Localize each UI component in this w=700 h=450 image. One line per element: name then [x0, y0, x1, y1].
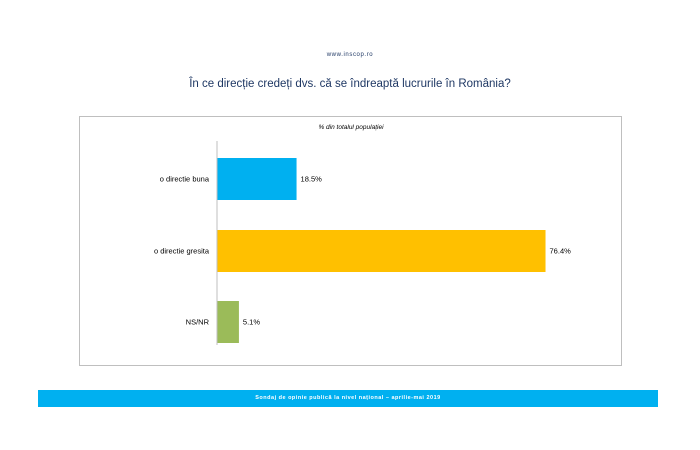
footer-banner: Sondaj de opinie publică la nivel națion…	[38, 390, 658, 407]
chart-frame: % din totalul populației o directie buna 1…	[79, 116, 622, 366]
category-label: o directie gresita	[154, 247, 210, 256]
bar-chart: % din totalul populației o directie buna 1…	[154, 124, 572, 345]
bar	[217, 230, 546, 272]
data-label: 5.1%	[243, 318, 260, 327]
site-url: www.inscop.ro	[326, 52, 374, 58]
category-label: o directie buna	[160, 175, 210, 184]
category-label: NS/NR	[186, 318, 210, 327]
footer-text: Sondaj de opinie publică la nivel națion…	[255, 395, 441, 401]
chart-question-title: În ce direcție credeți dvs. că se îndrea…	[189, 78, 511, 90]
chart-subtitle: % din totalul populației	[318, 124, 384, 131]
data-label: 18.5%	[301, 175, 323, 184]
bar	[217, 158, 297, 200]
bar	[217, 301, 239, 343]
data-label: 76.4%	[550, 247, 572, 256]
